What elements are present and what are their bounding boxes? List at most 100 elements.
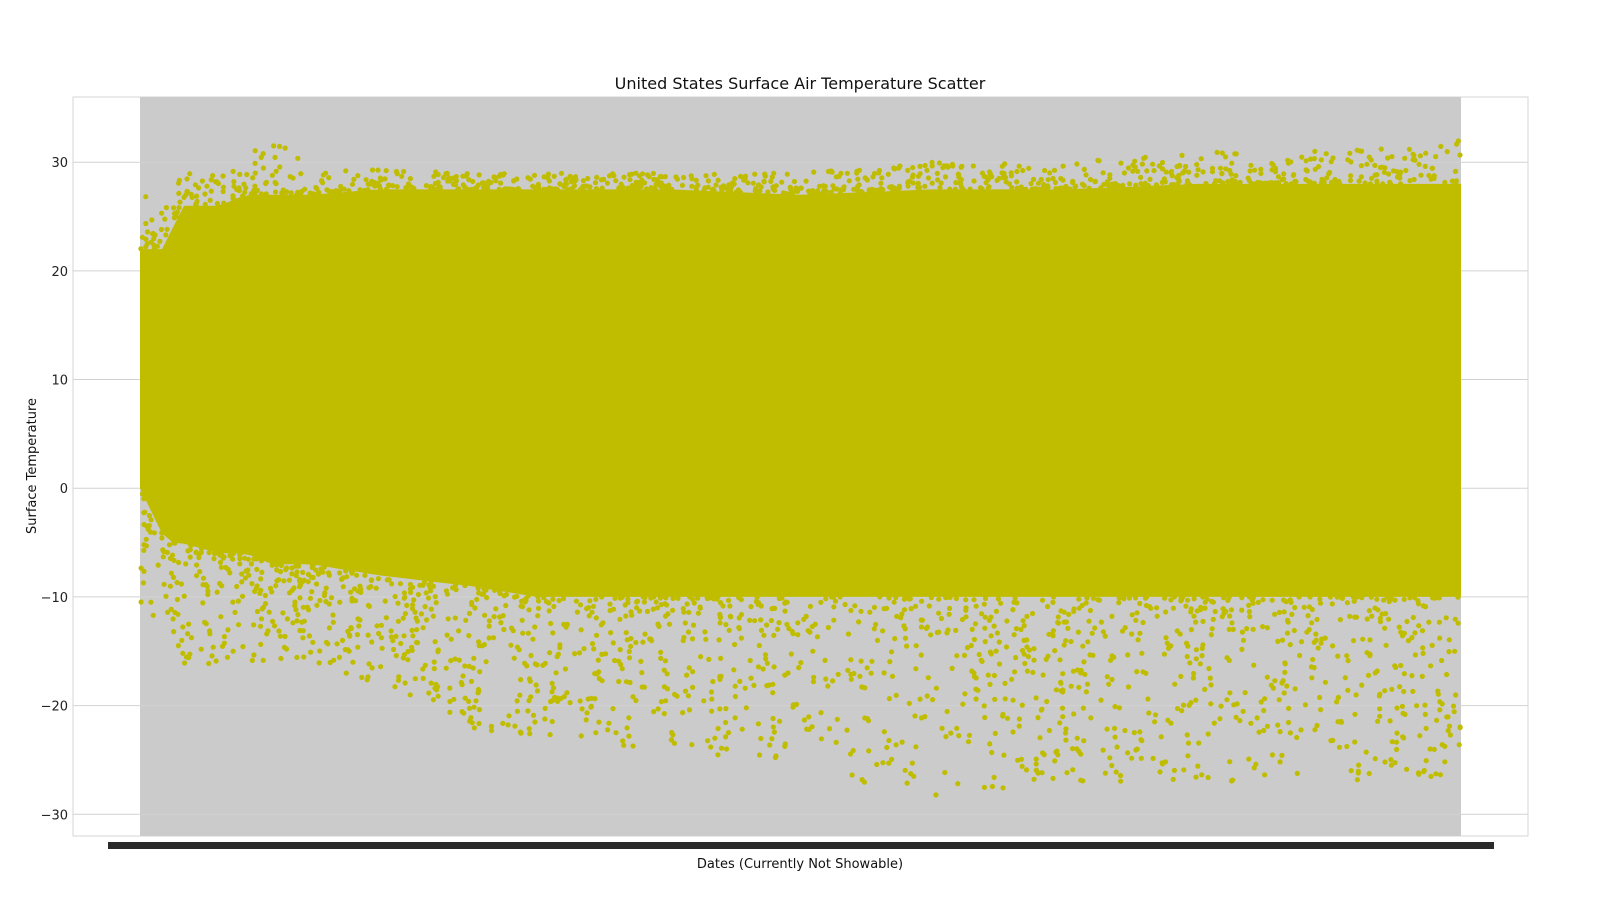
scatter-point — [326, 625, 332, 631]
scatter-point — [1024, 644, 1030, 650]
scatter-point — [213, 658, 219, 664]
scatter-point — [939, 725, 945, 731]
scatter-point — [761, 178, 767, 184]
scatter-point — [299, 619, 305, 625]
scatter-point — [650, 606, 656, 612]
scatter-point — [307, 595, 313, 601]
scatter-point — [1365, 672, 1372, 679]
scatter-point — [1222, 154, 1229, 160]
scatter-point — [348, 589, 354, 595]
scatter-point — [982, 714, 988, 721]
scatter-point — [549, 698, 556, 704]
scatter-point — [1041, 183, 1047, 189]
scatter-point — [488, 179, 494, 186]
scatter-point — [887, 659, 893, 665]
scatter-point — [803, 613, 809, 620]
scatter-point — [1064, 770, 1070, 776]
scatter-point — [1422, 163, 1428, 169]
scatter-point — [887, 184, 893, 190]
scatter-point — [345, 628, 351, 635]
scatter-point — [1129, 631, 1135, 637]
scatter-point — [671, 740, 678, 746]
scatter-point — [232, 609, 238, 616]
scatter-point — [1269, 752, 1275, 758]
scatter-point — [498, 620, 504, 626]
scatter-point — [1019, 702, 1025, 708]
scatter-point — [1410, 614, 1416, 621]
scatter-point — [1038, 176, 1044, 183]
scatter-point — [274, 567, 280, 573]
scatter-point — [894, 613, 900, 620]
scatter-point — [1419, 628, 1426, 634]
scatter-point — [666, 621, 673, 627]
scatter-point — [928, 632, 934, 638]
scatter-point — [263, 191, 269, 197]
scatter-point — [1223, 608, 1229, 615]
scatter-point — [187, 171, 193, 177]
scatter-point — [343, 670, 349, 676]
scatter-point — [1353, 692, 1359, 698]
scatter-point — [1237, 179, 1243, 185]
scatter-point — [445, 178, 451, 184]
scatter-point — [1314, 616, 1320, 623]
scatter-point — [308, 649, 314, 655]
scatter-point — [1338, 594, 1344, 600]
scatter-point — [1305, 613, 1311, 619]
scatter-point — [520, 630, 526, 636]
scatter-point — [929, 159, 935, 165]
scatter-point — [1420, 650, 1426, 657]
scatter-point — [486, 623, 492, 629]
scatter-point — [587, 184, 593, 190]
scatter-point — [1030, 176, 1037, 182]
scatter-point — [949, 665, 955, 672]
scatter-point — [323, 585, 329, 591]
scatter-point — [1366, 770, 1372, 777]
scatter-point — [1422, 711, 1428, 718]
scatter-point — [691, 600, 697, 606]
scatter-point — [918, 617, 924, 623]
scatter-point — [895, 188, 901, 194]
scatter-point — [469, 186, 475, 192]
scatter-point — [674, 176, 681, 182]
scatter-point — [295, 155, 301, 161]
scatter-point — [472, 605, 478, 611]
scatter-point — [200, 582, 206, 588]
scatter-point — [826, 726, 833, 732]
scatter-point — [209, 653, 215, 659]
scatter-point — [1382, 688, 1388, 694]
scatter-point — [171, 540, 177, 546]
scatter-point — [1041, 752, 1047, 758]
scatter-point — [469, 599, 475, 606]
scatter-point — [879, 175, 885, 181]
scatter-point — [1429, 165, 1435, 171]
scatter-point — [183, 654, 190, 660]
scatter-point — [710, 678, 716, 685]
scatter-point — [764, 622, 770, 628]
scatter-point — [1423, 725, 1429, 732]
scatter-point — [996, 175, 1002, 181]
scatter-point — [564, 186, 570, 192]
scatter-point — [525, 708, 531, 714]
scatter-point — [886, 737, 892, 744]
scatter-point — [881, 729, 887, 735]
scatter-point — [1281, 176, 1287, 182]
scatter-point — [736, 595, 742, 601]
scatter-point — [205, 591, 211, 598]
scatter-point — [1244, 626, 1250, 632]
scatter-point — [463, 173, 469, 179]
scatter-point — [788, 186, 794, 192]
scatter-point — [1307, 594, 1313, 600]
scatter-point — [717, 615, 724, 621]
scatter-point — [917, 696, 923, 702]
scatter-point — [173, 213, 179, 219]
scatter-point — [1133, 182, 1139, 188]
scatter-point — [317, 648, 323, 654]
scatter-point — [1411, 595, 1418, 601]
scatter-point — [532, 719, 538, 725]
scatter-point — [1283, 599, 1289, 605]
scatter-point — [1285, 157, 1291, 163]
scatter-point — [1012, 595, 1018, 601]
scatter-point — [235, 598, 241, 604]
scatter-point — [755, 664, 762, 670]
scatter-point — [1385, 155, 1391, 161]
